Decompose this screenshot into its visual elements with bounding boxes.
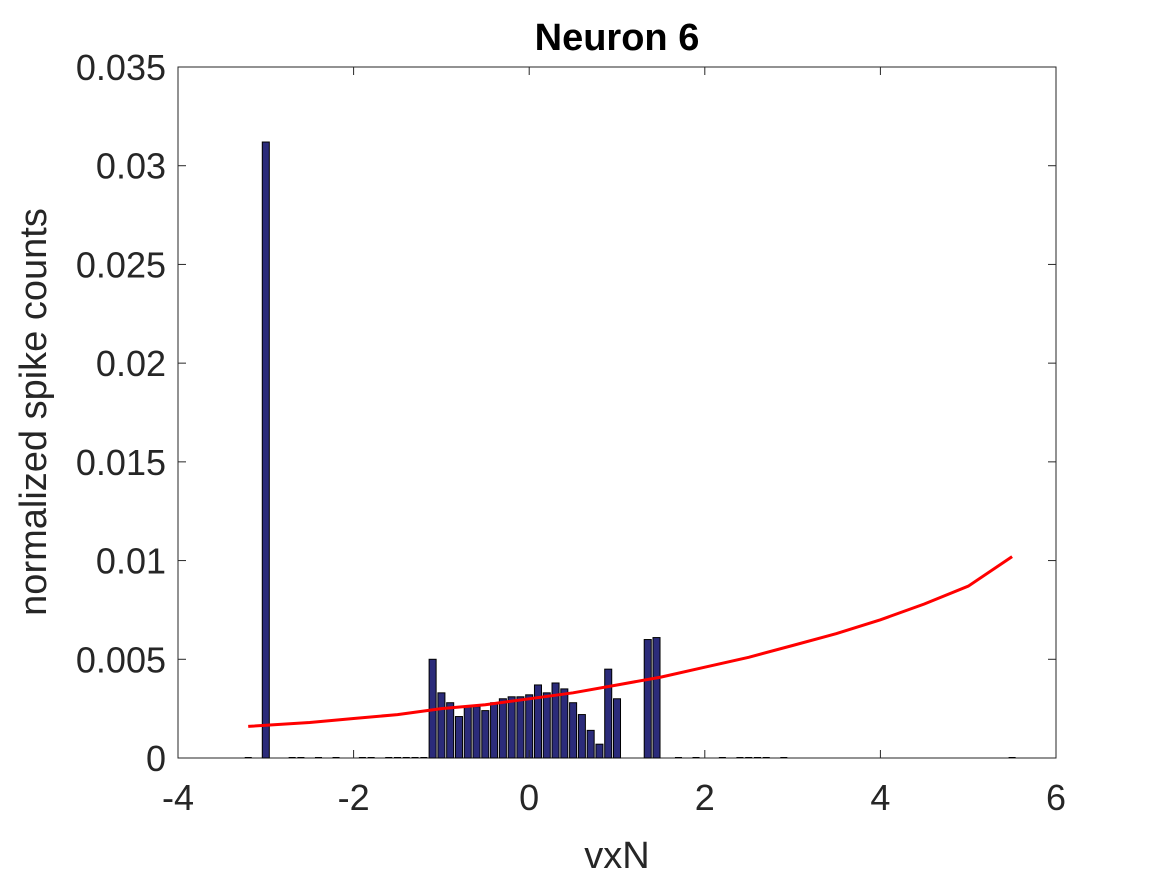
bar [533, 684, 542, 759]
bar [481, 710, 490, 759]
bar [542, 692, 551, 759]
y-tick-label: 0.02 [96, 343, 166, 384]
y-tick-label: 0.015 [76, 442, 166, 483]
x-tick-label: -4 [162, 777, 194, 818]
bar [569, 702, 578, 759]
bar [577, 714, 586, 759]
y-tick-label: 0.005 [76, 639, 166, 680]
bar [643, 639, 652, 759]
bar [454, 716, 463, 759]
plot-area [177, 66, 1057, 759]
y-axis-label: normalized spike counts [13, 208, 55, 616]
bar [551, 682, 560, 759]
chart-title: Neuron 6 [535, 17, 700, 59]
bar [437, 692, 446, 759]
bar [472, 706, 481, 759]
x-tick-label: 6 [1046, 777, 1066, 818]
bar [652, 637, 661, 759]
y-tick-label: 0.035 [76, 47, 166, 88]
x-axis-label: vxN [584, 835, 649, 875]
y-tick-label: 0.03 [96, 146, 166, 187]
x-tick-label: 0 [519, 777, 539, 818]
y-tick-label: 0 [146, 738, 166, 779]
x-tick-label: -2 [338, 777, 370, 818]
y-tick-label: 0.025 [76, 244, 166, 285]
bar [516, 696, 525, 759]
bar [586, 729, 595, 759]
bar [560, 688, 569, 759]
bar [446, 702, 455, 759]
bar [595, 743, 604, 759]
bar [612, 698, 622, 759]
bar [498, 698, 507, 759]
axis-ticks: -4 -2 0 2 4 6 0 0.005 0.01 0.015 0.02 0.025 0.03 0.03… [76, 47, 1066, 818]
bar [490, 702, 499, 759]
bar [525, 694, 534, 759]
bar [507, 696, 516, 759]
x-tick-label: 4 [870, 777, 890, 818]
fit-line [248, 555, 1013, 728]
bar [261, 141, 270, 759]
x-tick-label: 2 [695, 777, 715, 818]
bars [244, 141, 1016, 759]
y-tick-label: 0.01 [96, 541, 166, 582]
bar [463, 706, 472, 759]
bar [604, 668, 613, 759]
fit-curve [248, 555, 1013, 728]
